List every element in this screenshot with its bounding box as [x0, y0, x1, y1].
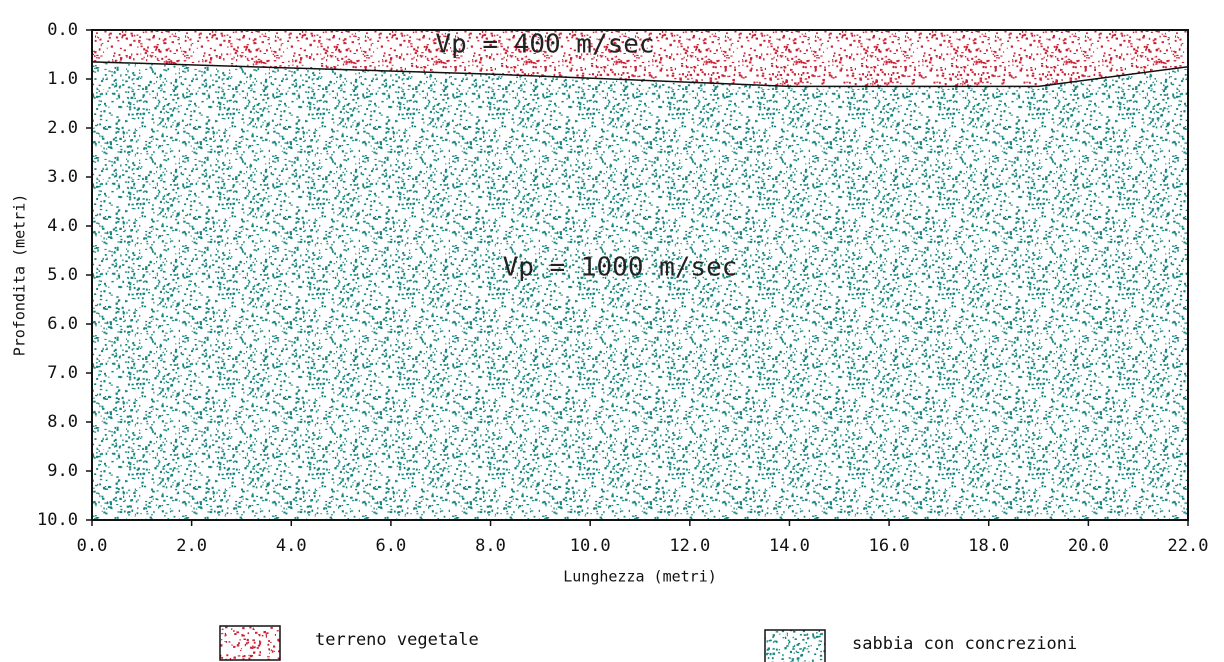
x-tick-label: 12.0 [669, 536, 710, 556]
x-tick-label: 16.0 [869, 536, 910, 556]
y-tick-label: 1.0 [47, 69, 78, 89]
y-tick-label: 10.0 [37, 510, 78, 530]
x-tick-label: 14.0 [769, 536, 810, 556]
chart: Lunghezza (metri) Profondita (metri) Vp … [0, 0, 1224, 662]
x-tick-label: 0.0 [77, 536, 108, 556]
x-tick-label: 10.0 [570, 536, 611, 556]
x-axis-title: Lunghezza (metri) [563, 568, 717, 586]
x-tick-label: 2.0 [176, 536, 207, 556]
layer [92, 62, 1188, 520]
y-axis-title: Profondita (metri) [11, 194, 29, 357]
layer-label: Vp = 1000 m/sec [503, 253, 738, 283]
x-tick-label: 6.0 [376, 536, 407, 556]
y-tick-label: 0.0 [47, 20, 78, 40]
y-tick-label: 5.0 [47, 265, 78, 285]
legend-label: sabbia con concrezioni [852, 634, 1077, 654]
legend-label: terreno vegetale [315, 630, 479, 650]
y-tick-label: 6.0 [47, 314, 78, 334]
x-tick-label: 20.0 [1068, 536, 1109, 556]
y-tick-label: 8.0 [47, 412, 78, 432]
y-tick-label: 7.0 [47, 363, 78, 383]
legend-swatch [220, 626, 280, 660]
y-tick-label: 2.0 [47, 118, 78, 138]
layer-label: Vp = 400 m/sec [435, 30, 654, 60]
y-tick-label: 3.0 [47, 167, 78, 187]
legend-swatch [765, 630, 825, 662]
x-tick-label: 8.0 [475, 536, 506, 556]
x-tick-label: 22.0 [1168, 536, 1209, 556]
y-tick-label: 4.0 [47, 216, 78, 236]
y-tick-label: 9.0 [47, 461, 78, 481]
x-tick-label: 18.0 [968, 536, 1009, 556]
x-tick-label: 4.0 [276, 536, 307, 556]
